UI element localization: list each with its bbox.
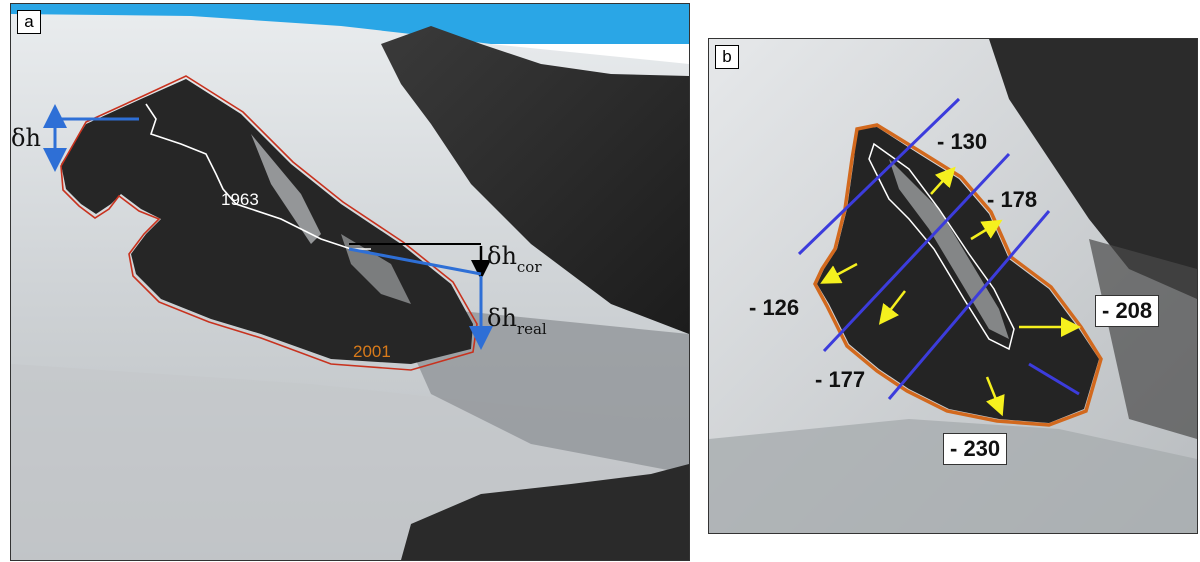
- year-1963-label: 1963: [221, 190, 259, 209]
- panel-a-scene: [11, 4, 689, 560]
- value-230: - 230: [943, 433, 1008, 465]
- dh-cor-label: δhcor: [487, 242, 542, 276]
- value-126: - 126: [749, 295, 800, 320]
- outline-1963: [145, 103, 371, 250]
- year-2001-label: 2001: [353, 342, 391, 361]
- dh-real-label: δhreal: [487, 304, 547, 338]
- flow-arrow-1: [930, 166, 956, 195]
- mountain-ridge: [381, 26, 689, 334]
- panel-b-image: b - 130 - 178 - 126 - 177 - 208 - 230: [708, 38, 1198, 534]
- panel-a-image: a δh δhcor δhreal 1963 2001: [10, 3, 690, 561]
- flow-arrow-3: [820, 262, 858, 284]
- nunatak-rock: [61, 79, 473, 364]
- panel-b-label: b: [715, 45, 739, 69]
- value-177: - 177: [815, 367, 866, 392]
- value-130: - 130: [937, 129, 988, 154]
- value-178: - 178: [987, 187, 1038, 212]
- mountain-upper-right: [989, 39, 1197, 299]
- rock-outcrop: [401, 464, 689, 560]
- profile-line-2: [822, 152, 1011, 353]
- panel-a-label: a: [17, 10, 41, 34]
- outline-b: [813, 123, 1103, 427]
- inner-outline-b: [868, 142, 1015, 351]
- panel-b-scene: [709, 39, 1197, 533]
- flow-arrow-4: [878, 290, 906, 325]
- flow-arrow-6: [985, 376, 1005, 417]
- dh-real-slope-line: [348, 247, 482, 276]
- outline-2001: [60, 75, 478, 371]
- profile-line-1: [797, 97, 961, 256]
- dh-label: δh: [11, 124, 41, 152]
- profile-line-3: [887, 210, 1051, 400]
- profile-line-4: [1028, 362, 1080, 396]
- value-208: - 208: [1095, 295, 1160, 327]
- flow-arrow-2: [970, 219, 1003, 241]
